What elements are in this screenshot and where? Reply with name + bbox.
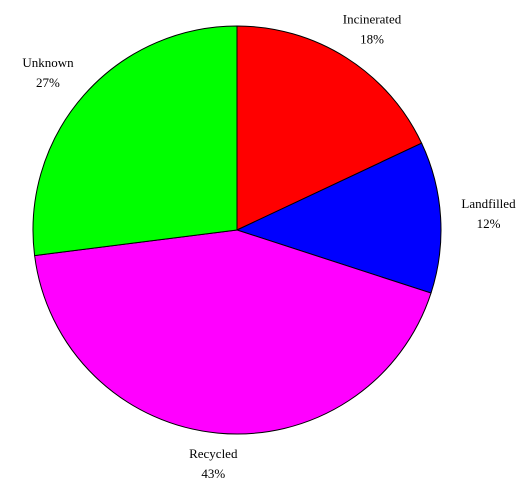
slice-value-label: 18% — [360, 32, 384, 47]
slice-label: Landfilled — [461, 196, 516, 211]
slice-label: Recycled — [189, 446, 238, 461]
pie-slice — [235, 142, 442, 294]
pie-slice — [236, 25, 423, 231]
slice-label: Unknown — [22, 55, 74, 70]
slice-value-label: 43% — [201, 466, 225, 481]
slice-label: Incinerated — [343, 12, 402, 27]
pie-slice — [34, 229, 432, 435]
pie-slice — [32, 25, 238, 257]
slice-value-label: 12% — [477, 216, 501, 231]
slice-value-label: 27% — [36, 75, 60, 90]
